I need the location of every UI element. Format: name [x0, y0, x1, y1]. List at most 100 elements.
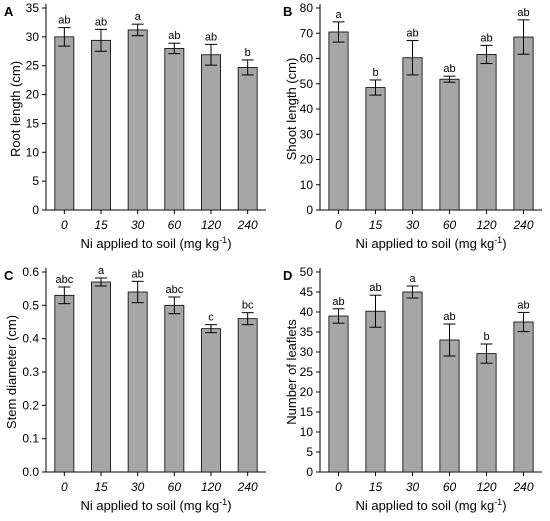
y-tick-label: 0.2 — [22, 398, 39, 412]
significance-label: a — [335, 9, 342, 21]
y-tick-label: 30 — [26, 30, 40, 44]
significance-label: ab — [443, 63, 455, 75]
y-axis-label: Stem diameter (cm) — [4, 315, 19, 429]
x-tick-label: 15 — [94, 480, 108, 494]
panel-letter: C — [4, 268, 14, 283]
y-tick-label: 25 — [26, 59, 40, 73]
x-tick-label: 240 — [512, 480, 533, 494]
significance-label: ab — [406, 28, 418, 40]
y-tick-label: 40 — [300, 305, 314, 319]
significance-label: b — [372, 67, 378, 79]
significance-label: ab — [205, 31, 217, 43]
x-tick-label: 120 — [476, 218, 496, 232]
y-tick-label: 10 — [300, 178, 314, 192]
x-tick-label: 0 — [61, 480, 68, 494]
bar — [365, 87, 386, 211]
y-tick-label: 0.5 — [22, 298, 39, 312]
x-tick-label: 240 — [237, 218, 258, 232]
x-tick-label: 30 — [131, 480, 145, 494]
y-tick-label: 15 — [300, 405, 314, 419]
y-tick-label: 10 — [300, 425, 314, 439]
y-tick-label: 30 — [300, 345, 314, 359]
bar — [237, 67, 258, 211]
y-axis-label: Number of leaflets — [284, 319, 299, 425]
bar — [513, 36, 534, 211]
y-tick-label: 20 — [26, 88, 40, 102]
bar — [201, 328, 221, 473]
x-tick-label: 60 — [168, 218, 182, 232]
y-tick-label: 20 — [300, 153, 314, 167]
x-axis-label: Ni applied to soil (mg kg-1) — [355, 235, 506, 251]
significance-label: ab — [58, 15, 70, 27]
y-tick-label: 40 — [300, 102, 314, 116]
y-tick-label: 60 — [300, 52, 314, 66]
y-axis-label: Shoot length (cm) — [284, 58, 299, 161]
y-tick-label: 0.4 — [22, 332, 39, 346]
y-tick-label: 0.3 — [22, 365, 39, 379]
panel-letter: D — [283, 268, 292, 283]
x-tick-label: 120 — [201, 218, 221, 232]
y-tick-label: 35 — [26, 1, 40, 15]
y-tick-label: 10 — [26, 145, 40, 159]
significance-label: ab — [95, 16, 107, 28]
bar — [201, 54, 221, 211]
y-tick-label: 0 — [306, 465, 313, 479]
significance-label: a — [98, 265, 105, 277]
significance-label: ab — [517, 7, 529, 19]
y-tick-label: 30 — [300, 127, 314, 141]
significance-label: bc — [242, 300, 254, 312]
y-tick-label: 50 — [300, 265, 314, 279]
y-tick-label: 25 — [300, 365, 314, 379]
x-tick-label: 0 — [335, 218, 342, 232]
bar — [476, 54, 497, 211]
x-tick-label: 0 — [61, 218, 68, 232]
x-tick-label: 240 — [237, 480, 258, 494]
bar — [54, 294, 75, 473]
y-tick-label: 70 — [300, 26, 314, 40]
y-tick-label: 0.1 — [22, 432, 39, 446]
x-tick-label: 60 — [443, 218, 457, 232]
x-tick-label: 30 — [406, 480, 420, 494]
y-tick-label: 0 — [32, 203, 39, 217]
significance-label: abc — [165, 284, 183, 296]
bar — [365, 310, 386, 473]
x-tick-label: 120 — [476, 480, 496, 494]
significance-label: ab — [517, 299, 529, 311]
y-tick-label: 50 — [300, 77, 314, 91]
y-tick-label: 45 — [300, 285, 314, 299]
bar — [513, 321, 534, 473]
x-tick-label: 15 — [94, 218, 108, 232]
bar — [328, 31, 349, 211]
x-tick-label: 60 — [168, 480, 182, 494]
x-tick-label: 240 — [512, 218, 533, 232]
bar — [164, 48, 185, 211]
panel-letter: A — [4, 4, 14, 19]
y-tick-label: 5 — [306, 445, 313, 459]
y-tick-label: 35 — [300, 325, 314, 339]
bar — [91, 281, 111, 473]
y-tick-label: 0 — [306, 203, 313, 217]
y-axis-label: Root length (cm) — [8, 61, 23, 157]
y-tick-label: 20 — [300, 385, 314, 399]
significance-label: ab — [369, 282, 381, 294]
bar — [476, 353, 497, 473]
panel-letter: B — [283, 4, 292, 19]
significance-label: b — [245, 47, 251, 59]
panel-a: A 0 5 10 15 20 25 30 35 Root length (cm) ab 0 ab 15 a 3… — [4, 1, 266, 251]
significance-label: c — [208, 312, 214, 324]
bar — [328, 315, 349, 473]
x-tick-label: 15 — [369, 480, 383, 494]
significance-label: ab — [168, 30, 180, 42]
bar — [164, 304, 185, 473]
x-tick-label: 0 — [335, 480, 342, 494]
significance-label: abc — [55, 274, 73, 286]
significance-label: a — [409, 273, 416, 285]
panel-d: D 0 5 10 15 20 25 30 35 40 45 50 Number of leaflets a… — [283, 265, 542, 513]
x-tick-label: 15 — [369, 218, 383, 232]
bar — [439, 78, 460, 211]
significance-label: ab — [480, 32, 492, 44]
x-tick-label: 30 — [131, 218, 145, 232]
y-tick-label: 5 — [32, 174, 39, 188]
y-tick-label: 0.6 — [22, 265, 39, 279]
